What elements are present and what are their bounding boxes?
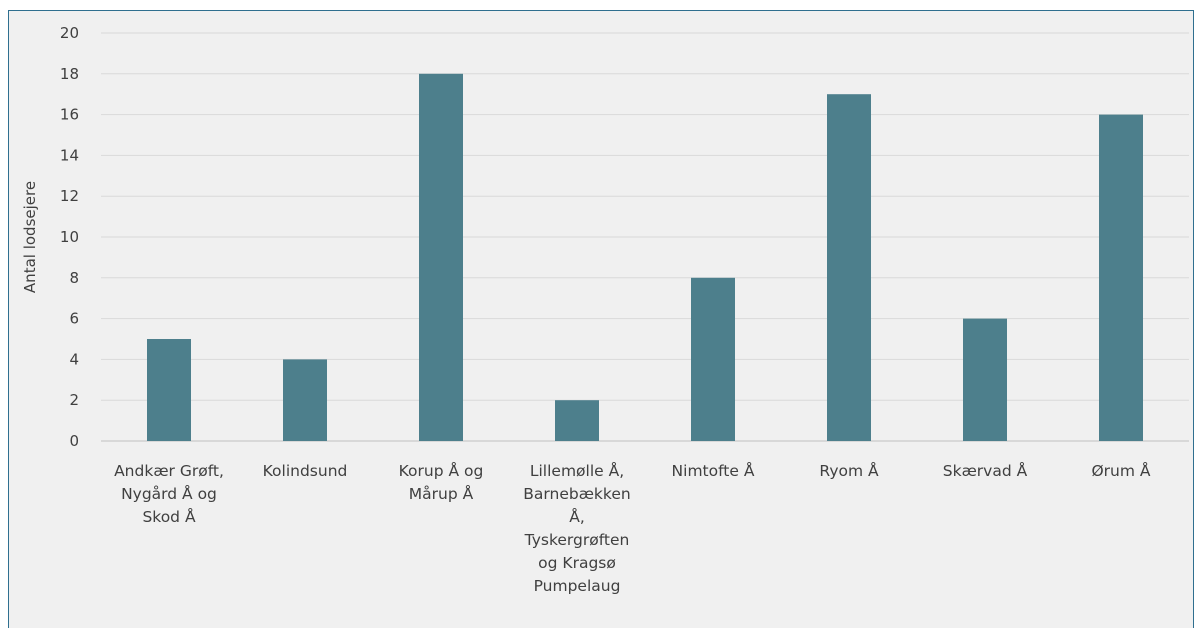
- y-tick-label: 2: [69, 391, 79, 409]
- y-tick-label: 8: [69, 269, 79, 287]
- bar: [827, 94, 871, 441]
- bar: [1099, 114, 1143, 441]
- y-tick-label: 10: [60, 228, 79, 246]
- y-tick-label: 16: [60, 106, 79, 124]
- bar: [555, 400, 599, 441]
- bar: [147, 339, 191, 441]
- y-tick-label: 0: [69, 432, 79, 450]
- x-category-label-line: Kolindsund: [263, 462, 348, 480]
- chart-frame: 0 2 4 6 8 10 12 14 16 18 20 Andkær Grøft, Nygård Å …: [8, 10, 1194, 628]
- y-tick-label: 20: [60, 24, 79, 42]
- x-category-label: Ryom Å: [819, 461, 879, 480]
- x-category-label: Nimtofte Å: [672, 461, 755, 480]
- y-axis-ticks: 0 2 4 6 8 10 12 14 16 18 20: [60, 24, 79, 450]
- bars: [147, 73, 1143, 442]
- y-tick-label: 6: [69, 310, 79, 328]
- x-category-label-line: Mårup Å: [409, 484, 474, 503]
- y-tick-label: 4: [69, 350, 79, 368]
- x-category-label: Andkær Grøft, Nygård Å og Skod Å: [114, 462, 224, 526]
- x-category-label-line: Ryom Å: [819, 461, 879, 480]
- bar: [963, 318, 1007, 441]
- y-tick-label: 12: [60, 187, 79, 205]
- x-category-label: Ørum Å: [1091, 461, 1150, 480]
- x-category-label-line: Nygård Å og: [121, 484, 217, 503]
- x-category-label-line: Korup Å og: [399, 461, 484, 480]
- x-category-label-line: Tyskergrøften: [524, 531, 630, 549]
- x-axis-labels: Andkær Grøft, Nygård Å og Skod Å Kolindsund…: [114, 461, 1151, 595]
- x-category-label-line: Barnebækken: [523, 485, 630, 503]
- bar-chart: 0 2 4 6 8 10 12 14 16 18 20 Andkær Grøft, Nygård Å …: [21, 24, 1189, 595]
- x-category-label-line: Skod Å: [142, 507, 196, 526]
- x-category-label-line: Lillemølle Å,: [530, 461, 624, 480]
- x-category-label: Kolindsund: [263, 462, 348, 480]
- x-category-label-line: Nimtofte Å: [672, 461, 755, 480]
- x-category-label-line: Pumpelaug: [534, 577, 621, 595]
- bar: [283, 359, 327, 441]
- x-category-label: Skærvad Å: [943, 461, 1028, 480]
- x-category-label-line: og Kragsø: [538, 554, 616, 572]
- x-category-label: Korup Å og Mårup Å: [399, 461, 484, 503]
- x-category-label-line: Å,: [569, 507, 585, 526]
- x-category-label: Lillemølle Å, Barnebækken Å, Tyskergrøften o…: [523, 461, 630, 595]
- x-category-label-line: Andkær Grøft,: [114, 462, 224, 480]
- bar: [419, 73, 463, 442]
- x-category-label-line: Ørum Å: [1091, 461, 1150, 480]
- bar: [691, 277, 735, 441]
- gridlines: [101, 32, 1189, 442]
- y-axis-title: Antal lodsejere: [21, 181, 39, 293]
- y-tick-label: 14: [60, 146, 79, 164]
- y-tick-label: 18: [60, 65, 79, 83]
- x-category-label-line: Skærvad Å: [943, 461, 1028, 480]
